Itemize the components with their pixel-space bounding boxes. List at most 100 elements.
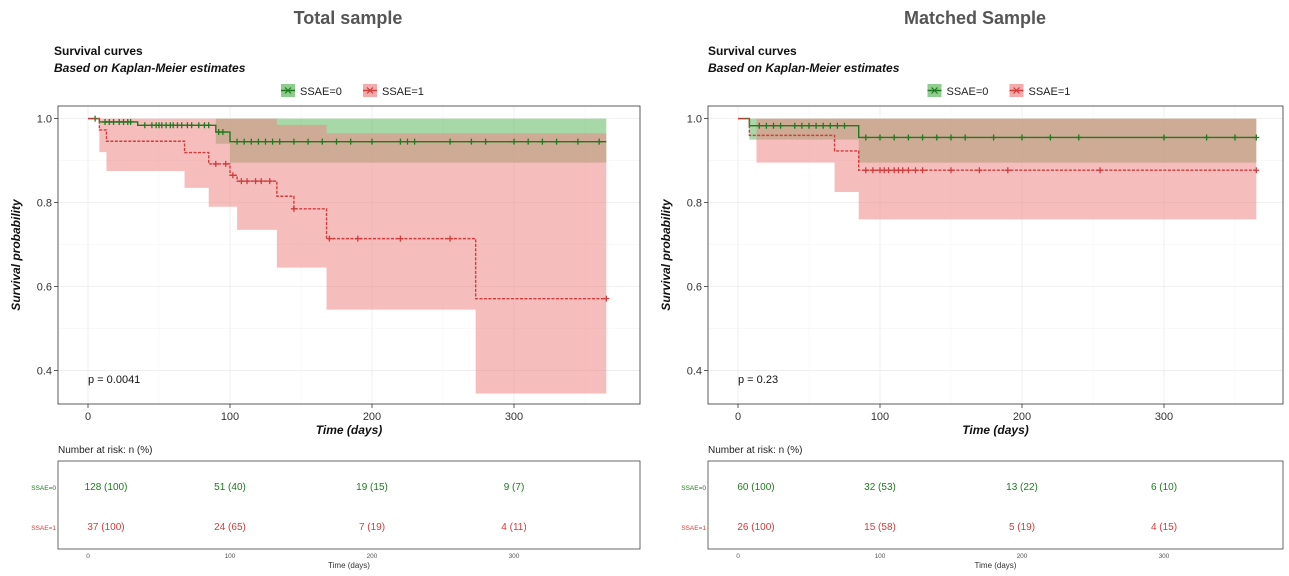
x-tick-label: 0 bbox=[735, 411, 741, 423]
x-tick-label: 200 bbox=[363, 411, 381, 423]
censor-mark bbox=[354, 235, 361, 242]
censor-mark bbox=[188, 122, 195, 129]
panel-title: Total sample bbox=[294, 8, 403, 28]
chart-subtitle: Based on Kaplan-Meier estimates bbox=[54, 61, 246, 75]
risk-x-tick-label: 300 bbox=[1159, 553, 1170, 560]
censor-mark bbox=[290, 205, 297, 212]
y-tick-label: 0.6 bbox=[687, 281, 702, 293]
censor-mark bbox=[447, 235, 454, 242]
risk-x-tick-label: 100 bbox=[225, 553, 236, 560]
censor-mark bbox=[525, 138, 532, 145]
censor-mark bbox=[553, 138, 560, 145]
censor-mark bbox=[1047, 134, 1054, 141]
censor-mark bbox=[806, 122, 812, 129]
censor-mark bbox=[397, 138, 404, 145]
censor-mark bbox=[1004, 167, 1011, 174]
y-axis-label: Survival probability bbox=[659, 198, 673, 311]
x-axis-label: Time (days) bbox=[316, 423, 382, 437]
chart-title: Survival curves bbox=[54, 44, 143, 58]
censor-mark bbox=[141, 122, 148, 129]
censor-mark bbox=[404, 138, 411, 145]
censor-mark bbox=[127, 118, 134, 125]
censor-mark bbox=[244, 178, 251, 185]
risk-row-label: SSAE=0 bbox=[31, 485, 56, 492]
censor-mark bbox=[319, 138, 326, 145]
censor-mark bbox=[222, 160, 229, 167]
legend: SSAE=0 SSAE=1 bbox=[927, 84, 1070, 98]
censor-mark bbox=[905, 134, 912, 141]
censor-mark bbox=[596, 138, 603, 145]
risk-cell: 51 (40) bbox=[214, 482, 246, 493]
censor-mark bbox=[397, 235, 404, 242]
censor-mark bbox=[258, 178, 265, 185]
censor-mark bbox=[262, 138, 269, 145]
censor-mark bbox=[869, 167, 876, 174]
risk-x-tick-label: 100 bbox=[875, 553, 886, 560]
legend-label: SSAE=0 bbox=[300, 86, 342, 98]
censor-mark bbox=[933, 134, 940, 141]
censor-mark bbox=[891, 134, 898, 141]
risk-x-axis-label: Time (days) bbox=[328, 561, 370, 570]
risk-cell: 26 (100) bbox=[737, 522, 774, 533]
risk-row-label: SSAE=1 bbox=[681, 525, 706, 532]
censor-mark bbox=[1253, 167, 1260, 174]
censor-mark bbox=[834, 122, 841, 129]
risk-cell: 37 (100) bbox=[87, 522, 124, 533]
plot-border bbox=[707, 105, 1284, 405]
p-value: p = 0.23 bbox=[738, 374, 778, 386]
risk-x-tick-label: 200 bbox=[1017, 553, 1028, 560]
y-tick-label: 0.4 bbox=[37, 365, 52, 377]
risk-x-tick-label: 0 bbox=[736, 553, 740, 560]
y-tick-label: 0.4 bbox=[687, 365, 702, 377]
censor-mark bbox=[976, 167, 983, 174]
risk-cell: 6 (10) bbox=[1151, 482, 1177, 493]
censor-mark bbox=[369, 138, 375, 145]
censor-mark bbox=[962, 134, 969, 141]
risk-x-tick-label: 300 bbox=[509, 553, 520, 560]
censor-mark bbox=[205, 122, 212, 129]
censor-mark bbox=[290, 138, 297, 145]
y-tick-label: 0.6 bbox=[37, 281, 52, 293]
risk-x-tick-label: 200 bbox=[367, 553, 378, 560]
y-tick-label: 0.8 bbox=[37, 198, 52, 210]
censor-mark bbox=[238, 178, 245, 185]
legend-label: SSAE=0 bbox=[947, 86, 989, 98]
censor-mark bbox=[777, 122, 784, 129]
plot-border bbox=[57, 105, 641, 405]
censor-mark bbox=[269, 138, 276, 145]
risk-cell: 4 (11) bbox=[501, 522, 526, 533]
censor-mark bbox=[347, 138, 354, 145]
survival-curve-ssae=1 bbox=[88, 117, 607, 300]
censor-mark bbox=[820, 122, 827, 129]
censor-mark bbox=[1203, 134, 1210, 141]
censor-mark bbox=[234, 138, 241, 145]
chart-subtitle: Based on Kaplan-Meier estimates bbox=[708, 61, 900, 75]
survival-panel-1: Total sample Survival curves Based on Kapl… bbox=[9, 8, 641, 570]
censor-mark bbox=[482, 138, 489, 145]
censor-mark bbox=[252, 178, 259, 185]
censor-mark bbox=[885, 167, 892, 174]
censor-mark bbox=[791, 122, 798, 129]
censor-mark bbox=[877, 134, 883, 141]
censor-mark bbox=[1097, 167, 1104, 174]
censor-mark bbox=[1161, 134, 1167, 141]
x-tick-label: 100 bbox=[221, 411, 239, 423]
censor-mark bbox=[195, 122, 202, 129]
x-tick-label: 300 bbox=[505, 411, 523, 423]
censor-mark bbox=[241, 138, 248, 145]
censor-mark bbox=[899, 167, 906, 174]
survival-curve-ssae=1 bbox=[738, 117, 1257, 171]
x-axis-label: Time (days) bbox=[962, 423, 1028, 437]
risk-cell: 4 (15) bbox=[1151, 522, 1177, 533]
censor-mark bbox=[178, 122, 185, 129]
censor-mark bbox=[813, 122, 820, 129]
survival-panel-2: Matched Sample Survival curves Based on Ka… bbox=[659, 8, 1284, 570]
risk-table-box bbox=[707, 460, 1284, 550]
x-tick-label: 200 bbox=[1013, 411, 1031, 423]
chart-title: Survival curves bbox=[708, 44, 797, 58]
censor-mark bbox=[841, 122, 848, 129]
risk-cell: 15 (58) bbox=[864, 522, 896, 533]
legend-marker bbox=[366, 87, 374, 94]
